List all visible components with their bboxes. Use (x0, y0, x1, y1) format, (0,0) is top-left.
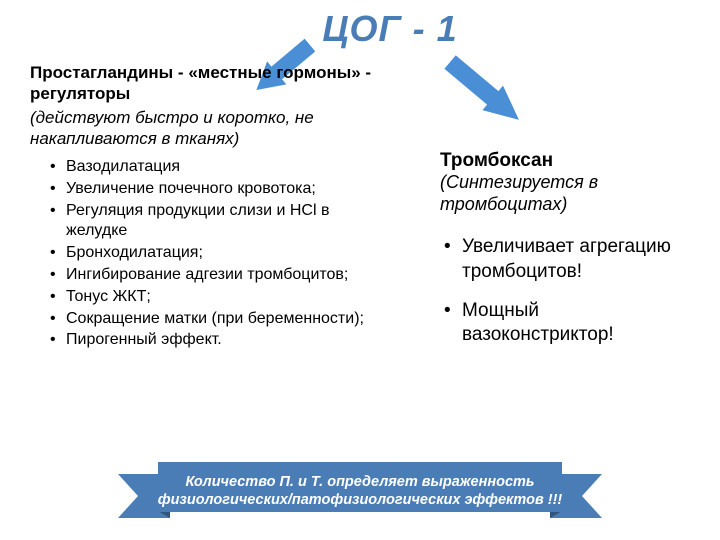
list-item: Регуляция продукции слизи и HCl в желудк… (50, 201, 380, 243)
list-item: Вазодилатация (50, 157, 380, 178)
right-heading-bold: Тромбоксан (440, 150, 690, 172)
page-title: ЦОГ - 1 (0, 8, 720, 50)
list-item: Бронходилатация; (50, 243, 380, 264)
list-item: Мощный вазоконстриктор! (444, 299, 690, 348)
list-item: Ингибирование адгезии тромбоцитов; (50, 265, 380, 286)
left-bullet-list: ВазодилатацияУвеличение почечного кровот… (30, 157, 380, 351)
right-bullet-list: Увеличивает агрегацию тромбоцитов! Мощный… (440, 235, 690, 348)
right-heading-italic: (Синтезируется в тромбоцитах) (440, 172, 690, 215)
left-heading-bold: Простагландины - «местные гормоны» - рег… (30, 62, 380, 105)
list-item: Увеличение почечного кровотока; (50, 179, 380, 200)
list-item: Сокращение матки (при беременности); (50, 309, 380, 330)
left-column: Простагландины - «местные гормоны» - рег… (30, 62, 380, 352)
left-heading-italic: (действуют быстро и коротко, не накаплив… (30, 107, 380, 150)
list-item: Увеличивает агрегацию тромбоцитов! (444, 235, 690, 284)
list-item: Тонус ЖКТ; (50, 287, 380, 308)
list-item: Пирогенный эффект. (50, 330, 380, 351)
right-column: Тромбоксан (Синтезируется в тромбоцитах)… (440, 150, 690, 362)
arrow-icon (440, 50, 530, 132)
ribbon-text: Количество П. и Т. определяет выраженнос… (150, 473, 570, 509)
ribbon-banner: Количество П. и Т. определяет выраженнос… (110, 456, 610, 526)
